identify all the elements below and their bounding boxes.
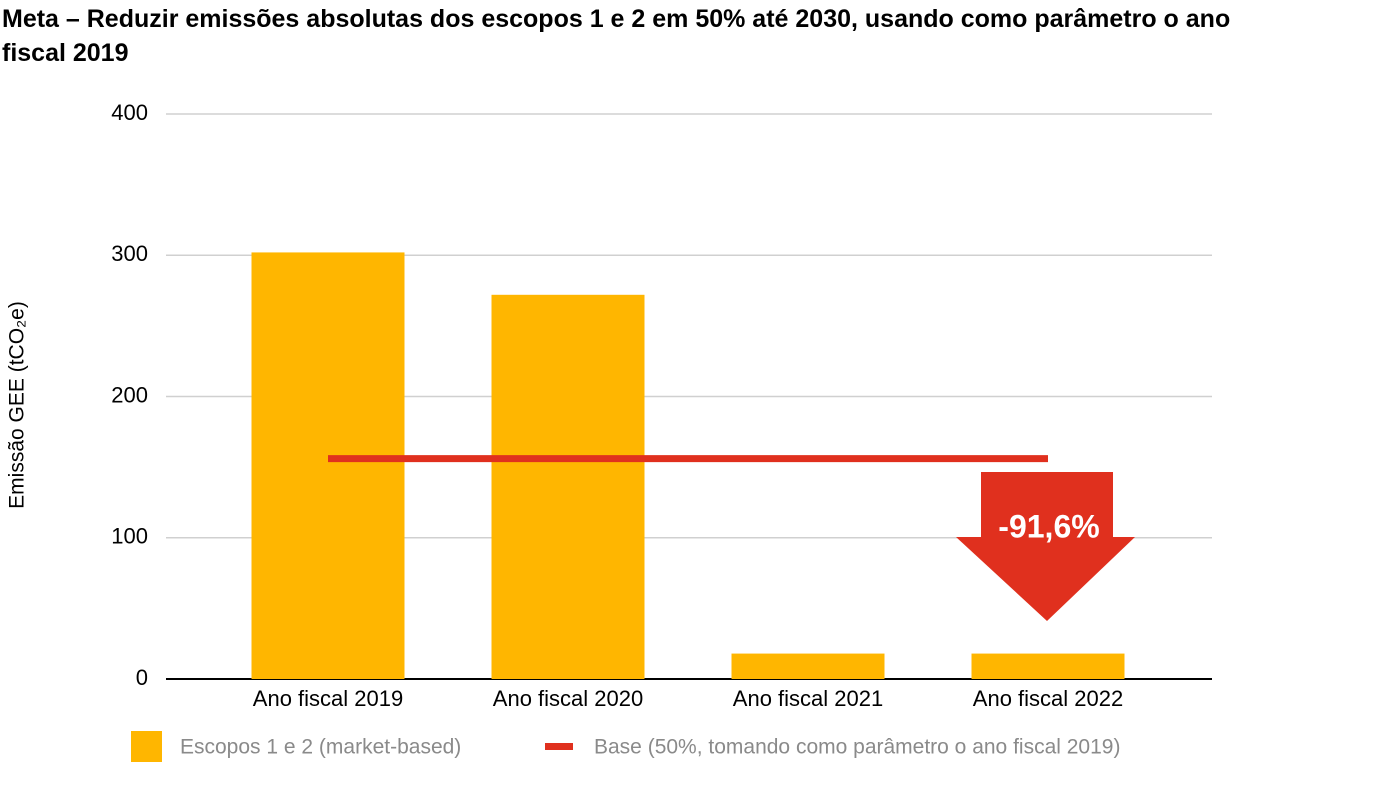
arrow-shape: [956, 472, 1135, 621]
y-tick-label: 0: [136, 665, 148, 690]
bar: [251, 252, 405, 680]
y-tick-label: 300: [111, 241, 148, 266]
x-tick-label: Ano fiscal 2021: [733, 686, 883, 711]
legend-label: Escopos 1 e 2 (market-based): [180, 736, 461, 759]
bar: [731, 653, 885, 679]
legend-swatch: [545, 743, 573, 750]
x-tick-label: Ano fiscal 2019: [253, 686, 403, 711]
x-tick-label: Ano fiscal 2020: [493, 686, 643, 711]
legend-swatch: [131, 731, 162, 762]
bar: [491, 294, 645, 679]
plot-area: 0 100 200 300 400 Ano fiscal 2019 Ano fiscal 2…: [111, 100, 1212, 711]
y-axis-label: Emissão GEE (tCO₂e): [6, 301, 29, 509]
annotation: -91,6%: [998, 508, 1099, 544]
legend-label: Base (50%, tomando como parâmetro o ano …: [594, 736, 1120, 759]
y-tick-label: 400: [111, 100, 148, 125]
annotation-arrow: -91,6%: [956, 472, 1135, 621]
y-tick-label: 200: [111, 382, 148, 407]
legend: Escopos 1 e 2 (market-based) Base (50%, t…: [131, 731, 1120, 762]
y-tick-label: 100: [111, 524, 148, 549]
x-tick-label: Ano fiscal 2022: [973, 686, 1123, 711]
chart-title: Meta – Reduzir emissões absolutas dos es…: [2, 5, 1231, 67]
bar: [971, 653, 1125, 679]
